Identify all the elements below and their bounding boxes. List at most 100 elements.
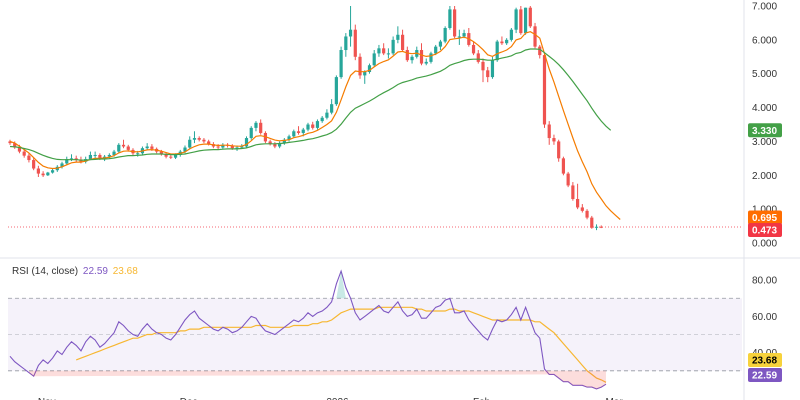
candle-body	[13, 143, 17, 148]
candle-body	[410, 56, 414, 61]
candle-body	[79, 160, 83, 162]
candle-body	[325, 112, 329, 118]
candle-body	[126, 146, 130, 150]
rsi-axis-tick: 60.00	[752, 312, 777, 323]
candle-body	[197, 138, 201, 140]
candle-body	[121, 144, 126, 147]
candle-body	[599, 226, 603, 228]
candle-body	[382, 48, 386, 54]
candle-body	[533, 26, 537, 47]
candle-body	[273, 144, 277, 147]
candle-body	[216, 146, 220, 148]
candle-body	[396, 34, 400, 40]
rsi-legend-ma-value: 23.68	[112, 266, 138, 277]
candle-body	[585, 210, 589, 218]
rsi-legend-value: 22.59	[82, 266, 108, 277]
price-badge-label: 0.473	[752, 225, 777, 236]
price-axis-tick: 5.000	[752, 69, 777, 80]
candle-body	[377, 48, 381, 54]
candle-body	[145, 146, 149, 149]
candle-body	[65, 159, 69, 164]
candle-body	[519, 9, 523, 34]
candle-body	[339, 50, 343, 78]
rsi-legend: RSI (14, close) 22.59 23.68	[12, 266, 140, 277]
candle-body	[88, 154, 93, 160]
candle-body	[202, 139, 206, 142]
candle-body	[93, 154, 97, 156]
candle-body	[405, 50, 409, 61]
candle-body	[235, 147, 239, 149]
price-badge-label: 3.330	[752, 126, 777, 137]
candle-body	[292, 131, 296, 137]
candle-body	[254, 122, 258, 128]
candle-body	[419, 50, 424, 64]
candle-body	[320, 117, 324, 122]
candle-body	[476, 53, 480, 62]
candle-body	[523, 7, 528, 34]
price-badge-label: 0.695	[752, 213, 777, 224]
candle-body	[528, 7, 532, 27]
candle-body	[391, 39, 395, 54]
candle-body	[348, 29, 353, 37]
rsi-legend-name: RSI (14, close)	[12, 266, 79, 277]
candle-body	[571, 185, 575, 199]
candle-body	[505, 39, 509, 44]
candle-body	[372, 53, 376, 66]
candle-body	[296, 131, 301, 133]
candle-body	[538, 46, 542, 56]
rsi-ma-line	[75, 306, 607, 383]
candle-body	[230, 145, 234, 149]
candle-body	[471, 44, 476, 54]
candle-body	[443, 28, 447, 42]
candle-body	[358, 56, 362, 76]
candle-body	[594, 226, 599, 228]
price-badge	[748, 222, 782, 237]
x-axis-label: 2026	[326, 397, 349, 400]
candle-body	[542, 55, 547, 125]
candle-body	[259, 122, 263, 133]
price-axis-tick: 2.000	[752, 171, 777, 182]
candle-body	[159, 151, 163, 155]
rsi-line	[9, 269, 607, 390]
rsi-badge	[748, 368, 782, 382]
candle-body	[221, 144, 225, 148]
rsi-badge-label: 23.68	[752, 356, 777, 367]
candle-body	[282, 139, 286, 144]
slow-ema-line	[9, 48, 612, 161]
candle-body	[50, 170, 55, 173]
candle-body	[552, 138, 556, 142]
candle-body	[429, 53, 433, 62]
x-axis-label: Feb	[473, 397, 491, 400]
candle-body	[438, 41, 443, 47]
candle-body	[278, 143, 282, 147]
x-axis-label: Nov	[38, 397, 56, 400]
candle-body	[353, 29, 357, 57]
rsi-oversold-fill	[28, 370, 606, 389]
candle-body	[311, 124, 315, 128]
candle-body	[112, 151, 116, 155]
price-axis-tick: 1.000	[752, 205, 777, 216]
price-axis-tick: 6.000	[752, 35, 777, 46]
x-axis-label: Mar	[605, 397, 623, 400]
candle-body	[98, 154, 102, 159]
candle-body	[27, 155, 31, 161]
rsi-axis-tick: 80.00	[752, 276, 777, 287]
candle-body	[36, 168, 40, 174]
fast-ema-line	[9, 31, 621, 220]
candle-body	[448, 9, 452, 29]
candle-body	[192, 138, 197, 140]
price-axis-tick: 0.000	[752, 239, 777, 250]
candle-body	[8, 141, 12, 144]
candle-body	[207, 141, 211, 145]
price-axis-tick: 4.000	[752, 103, 777, 114]
candle-body	[509, 29, 513, 40]
candle-body	[41, 173, 45, 176]
candle-body	[315, 121, 320, 128]
candle-body	[424, 61, 428, 64]
price-axis-tick: 3.000	[752, 137, 777, 148]
candle-body	[400, 34, 405, 51]
candle-body	[46, 172, 50, 176]
candle-body	[514, 9, 518, 30]
rsi-badge-label: 22.59	[752, 371, 777, 382]
